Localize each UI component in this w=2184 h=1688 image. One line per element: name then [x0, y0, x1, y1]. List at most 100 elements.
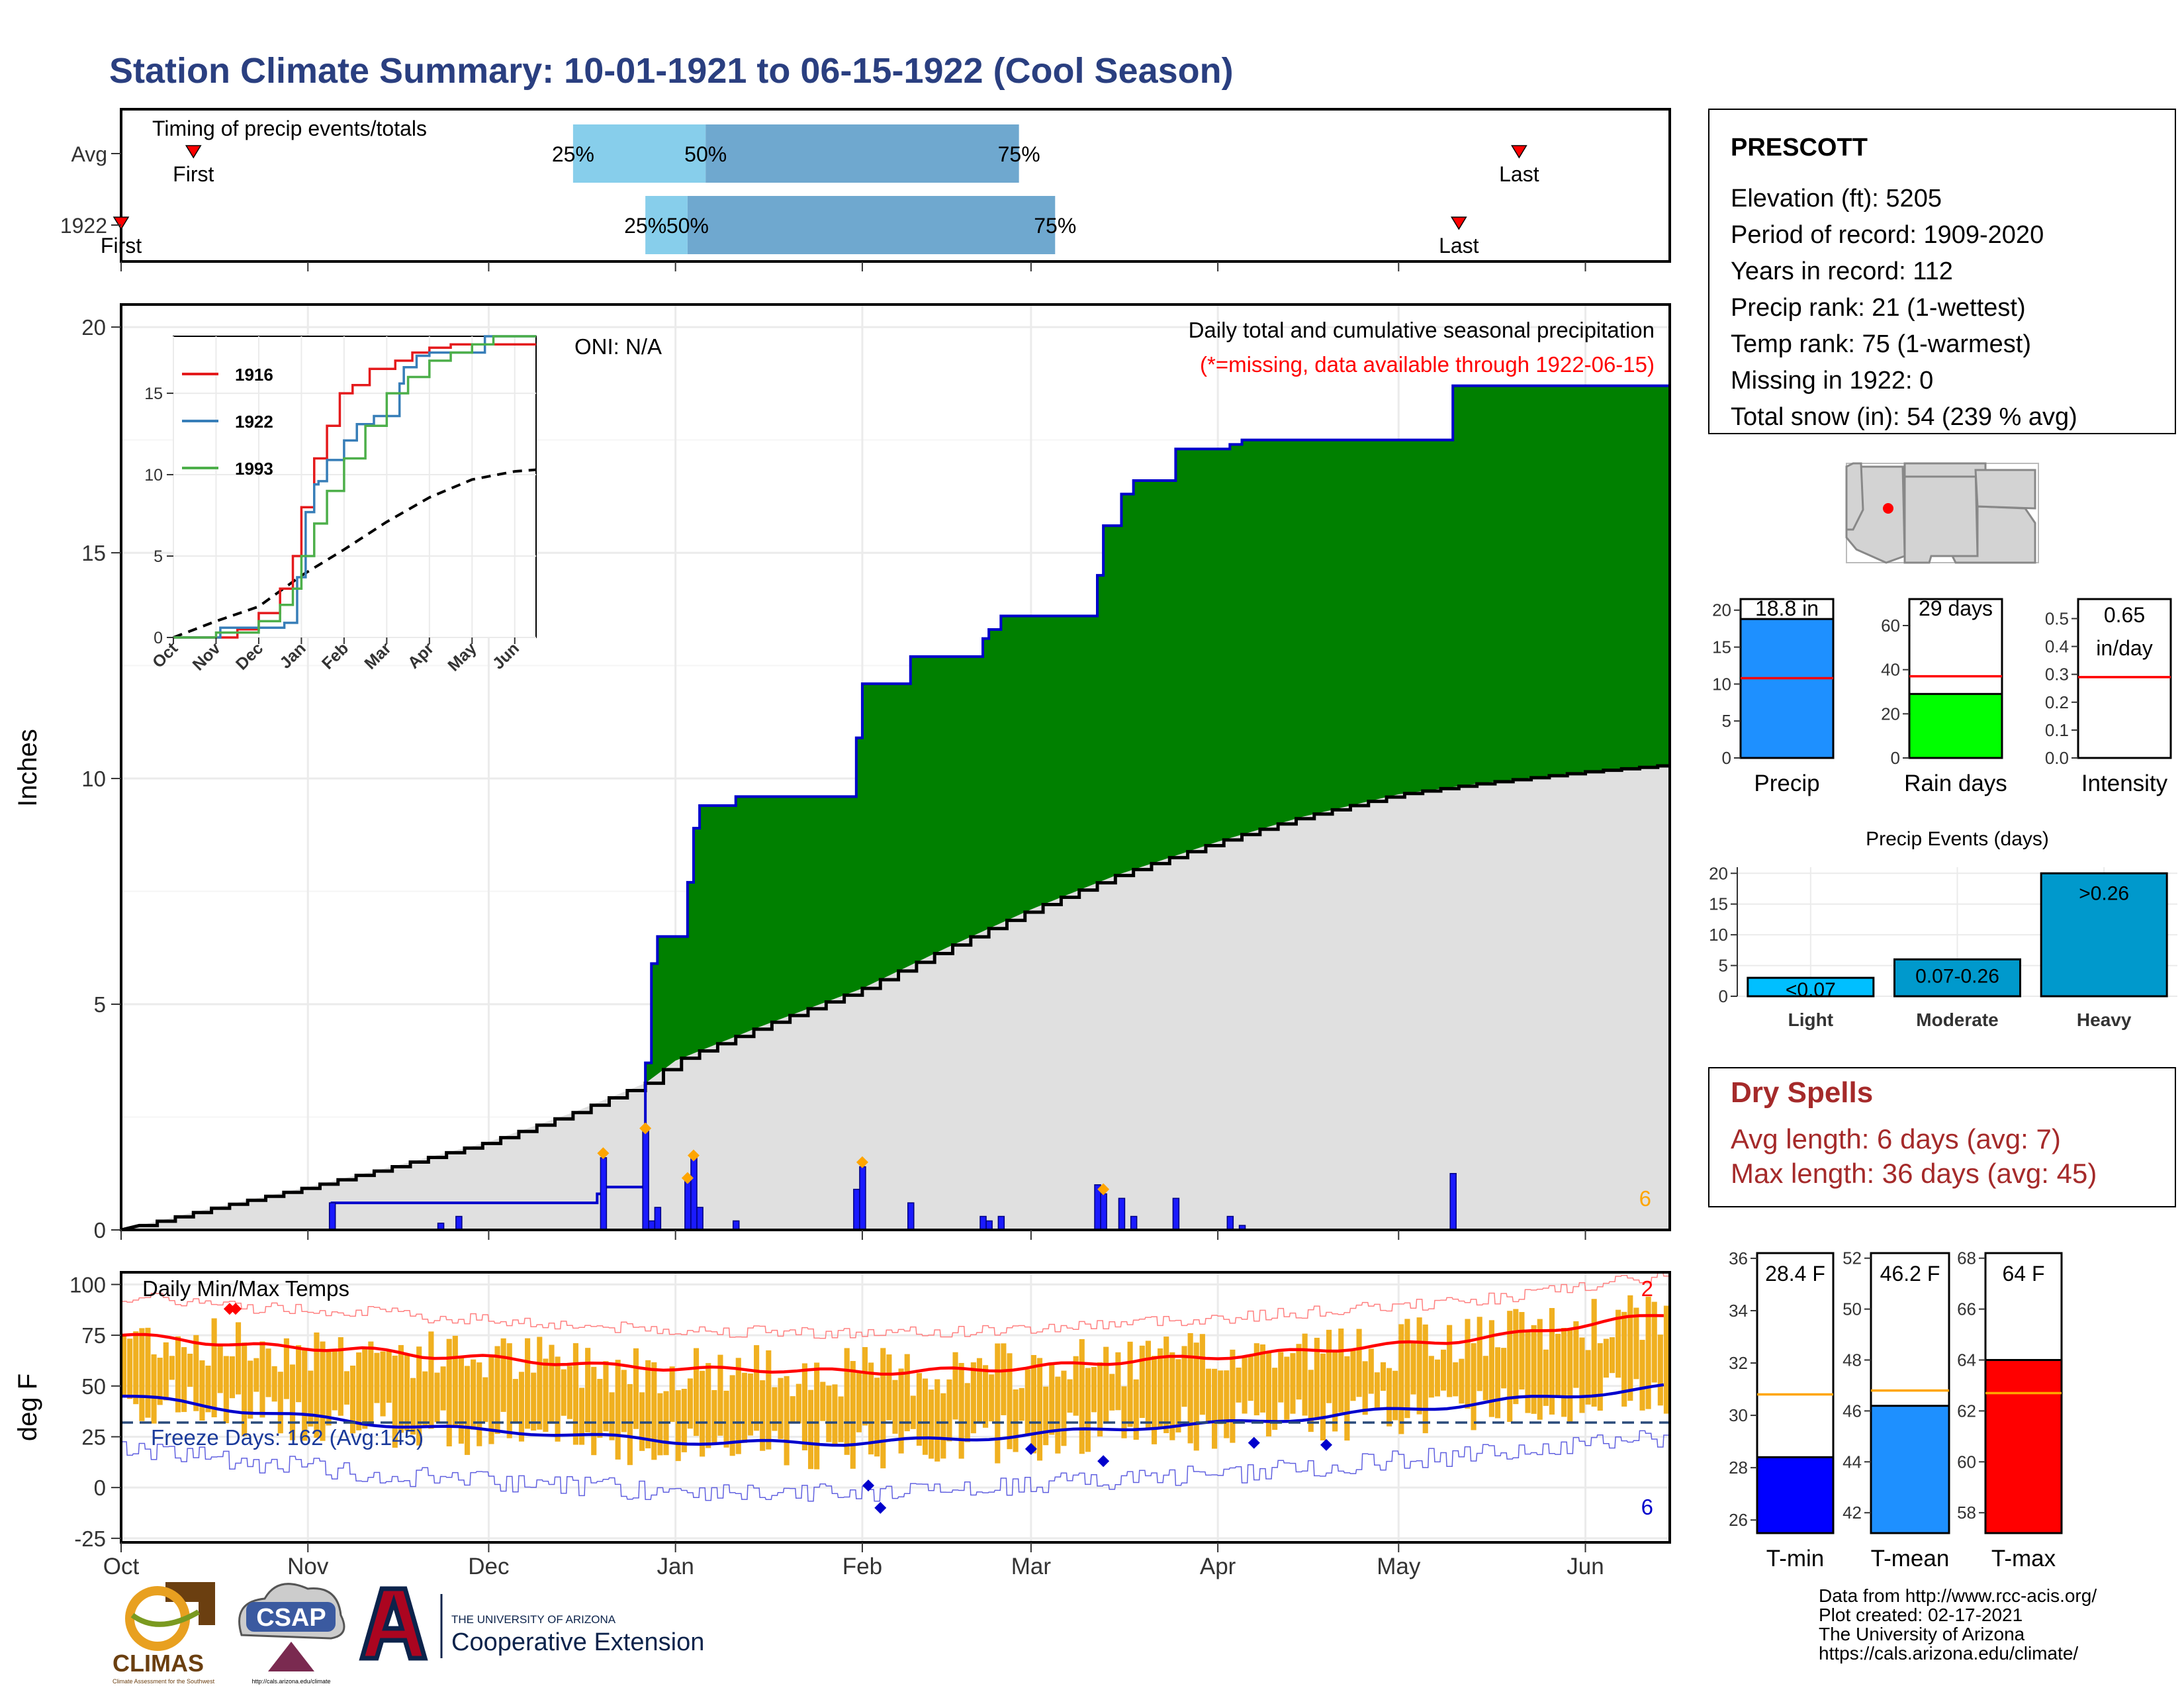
freeze-days-label: Freeze Days: 162 (Avg:145)	[151, 1425, 424, 1450]
surplus-segment	[741, 796, 749, 1035]
surplus-segment	[1007, 616, 1014, 921]
cumulative-precip-panel: 0 5 10 15 20 Daily total and cumulative seas…	[13, 303, 1671, 1243]
daily-temp-bar	[1531, 1325, 1537, 1414]
daily-temp-bar	[163, 1342, 169, 1401]
daily-temp-bar	[1079, 1338, 1085, 1454]
record-low-marker	[874, 1501, 887, 1514]
cumulative-y-tick-label: 0	[94, 1218, 106, 1243]
rain_days-y-tick-label: 60	[1881, 616, 1900, 635]
daily-temp-bar	[796, 1383, 801, 1424]
inset-y-tick-label: 0	[154, 629, 163, 647]
daily-precip-bar	[979, 1215, 987, 1231]
daily-precip-bar	[455, 1215, 463, 1231]
daily-temp-bar	[398, 1344, 404, 1433]
precip_total-xlabel: Precip	[1754, 771, 1819, 796]
tmean-y-tick-label: 48	[1843, 1350, 1862, 1370]
surplus-segment	[1387, 440, 1393, 798]
temp-x-tick-label: Oct	[103, 1554, 140, 1579]
daily-precip-bar	[654, 1207, 662, 1231]
surplus-segment	[778, 796, 785, 1020]
timing-bar-q50-q75	[687, 196, 1056, 254]
surplus-segment	[1151, 480, 1158, 864]
intensity-value-label-2: in/day	[2096, 636, 2152, 660]
daily-temp-bar	[1302, 1333, 1308, 1416]
daily-temp-bar	[265, 1348, 271, 1397]
timing-row-label: 1922	[60, 214, 107, 238]
surplus-segment	[1555, 385, 1562, 775]
avg-tmin-line	[120, 1383, 1664, 1447]
surplus-segment	[663, 936, 670, 1070]
daily-temp-bar	[296, 1345, 302, 1403]
daily-temp-bar	[687, 1378, 693, 1429]
footer-line-created: Plot created: 02-17-2021	[1819, 1605, 2023, 1625]
surplus-segment	[723, 805, 731, 1042]
csap-logo-text: CSAP	[256, 1604, 326, 1632]
daily-temp-bar	[766, 1350, 772, 1450]
locator-map	[1845, 462, 2039, 564]
rain-days-chart: 0 20 40 60 29 days Rain days	[1881, 596, 2007, 796]
daily-temp-bar	[392, 1355, 398, 1448]
surplus-segment	[1115, 526, 1122, 876]
precip_total-y-tick-label: 5	[1722, 711, 1731, 731]
surplus-segment	[1477, 385, 1484, 784]
precip_total-bar	[1739, 618, 1835, 759]
rain_days-frame	[1908, 598, 2003, 759]
tmax-chart: 58 60 62 64 66 68 64 F T-max	[1957, 1248, 2063, 1571]
surplus-segment	[807, 796, 815, 1009]
daily-temp-bar	[1494, 1347, 1501, 1419]
surplus-segment	[1338, 440, 1345, 809]
surplus-segment	[916, 656, 923, 962]
surplus-segment	[1236, 444, 1243, 837]
daily-precip-bar	[985, 1220, 993, 1231]
surplus-segment	[1024, 616, 1032, 912]
tmean-y-tick-label: 52	[1843, 1248, 1862, 1268]
surplus-segment	[1362, 440, 1369, 803]
surplus-segment	[657, 936, 664, 1074]
daily-temp-bar	[157, 1358, 163, 1405]
daily-precip-bar	[907, 1202, 915, 1231]
daily-temp-bar	[850, 1361, 856, 1469]
daily-temp-bar	[1109, 1374, 1115, 1411]
daily-temp-bar	[886, 1354, 892, 1421]
snow-day-marker	[687, 1149, 700, 1162]
timing-first-marker	[185, 145, 202, 159]
daily-temp-bar	[1193, 1342, 1199, 1451]
surplus-segment	[958, 656, 966, 943]
daily-temp-bar	[929, 1389, 934, 1459]
daily-temp-bar	[1019, 1387, 1024, 1421]
tmin-xlabel: T-min	[1766, 1546, 1825, 1571]
events-y-tick-label: 20	[1709, 863, 1728, 883]
daily-temp-bar	[615, 1360, 621, 1460]
intensity-xlabel: Intensity	[2081, 771, 2168, 796]
daily-temp-bar	[747, 1373, 754, 1436]
surplus-segment	[1410, 440, 1418, 793]
timing-bar-q50-q75	[705, 124, 1019, 183]
cumulative-y-tick-label: 15	[81, 541, 106, 565]
surplus-segment	[1453, 385, 1459, 787]
surplus-segment	[838, 796, 845, 998]
dry-spells-title: Dry Spells	[1731, 1076, 1873, 1109]
daily-temp-bar	[1187, 1333, 1193, 1444]
surplus-segment	[946, 656, 954, 948]
daily-temp-bar	[1657, 1335, 1663, 1406]
daily-temp-bar	[801, 1363, 807, 1450]
temperature-title: Daily Min/Max Temps	[142, 1276, 349, 1301]
surplus-segment	[910, 656, 917, 966]
daily-temp-bar	[229, 1356, 235, 1399]
daily-precip-bar	[690, 1157, 698, 1231]
daily-temp-bar	[537, 1336, 543, 1430]
daily-temp-bar	[277, 1372, 283, 1434]
cumulative-frame	[120, 303, 1671, 1231]
surplus-segment	[1103, 526, 1110, 880]
surplus-segment	[1193, 449, 1201, 850]
surplus-segment	[1248, 440, 1255, 833]
daily-temp-bar	[434, 1372, 440, 1423]
daily-temp-bar	[1459, 1358, 1465, 1404]
dry-spells-max: Max length: 36 days (avg: 45)	[1731, 1158, 2097, 1189]
daily-temp-bar	[735, 1358, 741, 1454]
surplus-segment	[1368, 440, 1375, 802]
timing-label-q50: 50%	[684, 142, 727, 166]
surplus-segment	[1471, 385, 1478, 785]
daily-temp-bar	[1447, 1325, 1453, 1397]
daily-temp-bar	[633, 1348, 639, 1429]
